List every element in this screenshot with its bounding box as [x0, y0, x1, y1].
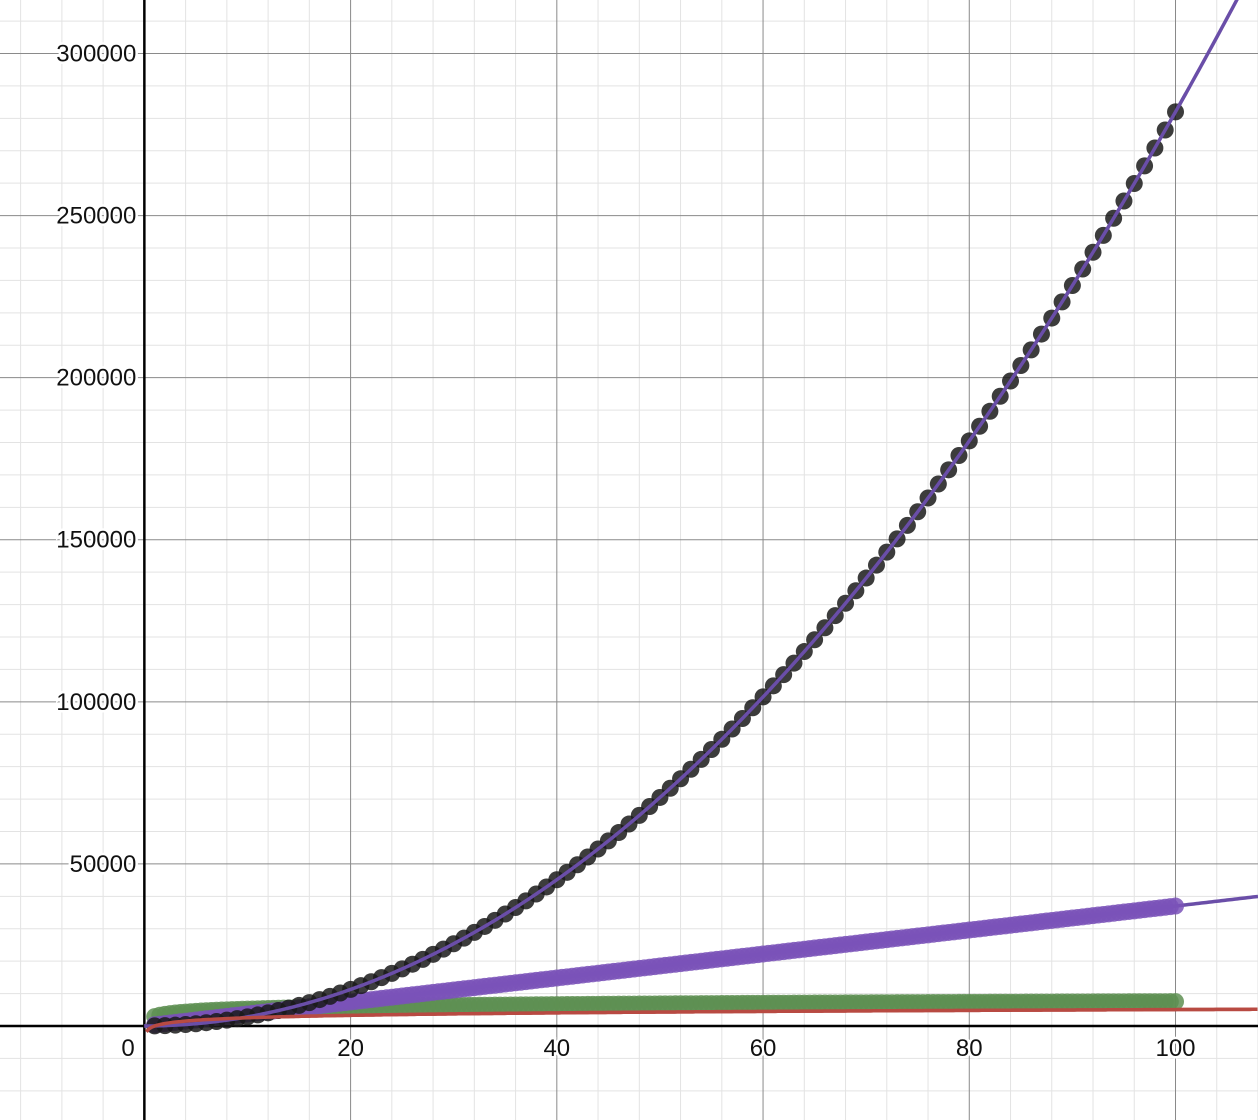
fit-curves — [144, 92, 1258, 1033]
x-tick-label: 40 — [543, 1035, 570, 1062]
y-tick-label: 150000 — [56, 527, 136, 554]
x-tick-label: 100 — [1155, 1035, 1195, 1062]
quadratic-fit-curve-under — [144, 92, 1188, 1028]
y-tick-label: 250000 — [56, 203, 136, 230]
purple-data-point — [1167, 897, 1185, 915]
y-tick-label: 50000 — [70, 851, 137, 878]
y-tick-label: 300000 — [56, 40, 136, 67]
data-points — [146, 103, 1185, 1035]
origin-label: 0 — [121, 1035, 134, 1062]
x-tick-label: 80 — [956, 1035, 983, 1062]
green-data-point — [1167, 993, 1185, 1011]
x-tick-label: 20 — [337, 1035, 364, 1062]
quadratic-fit-curve — [144, 0, 1239, 1028]
log-fit-curve-overlay — [145, 1007, 1258, 1033]
x-tick-label: 60 — [750, 1035, 777, 1062]
tick-labels: 0 20 40 60 80 100 50000 100000 150000 200000 2500… — [54, 38, 1198, 1065]
y-tick-label: 100000 — [56, 689, 136, 716]
fit-curves-overlay — [144, 0, 1258, 1033]
y-tick-label: 200000 — [56, 365, 136, 392]
